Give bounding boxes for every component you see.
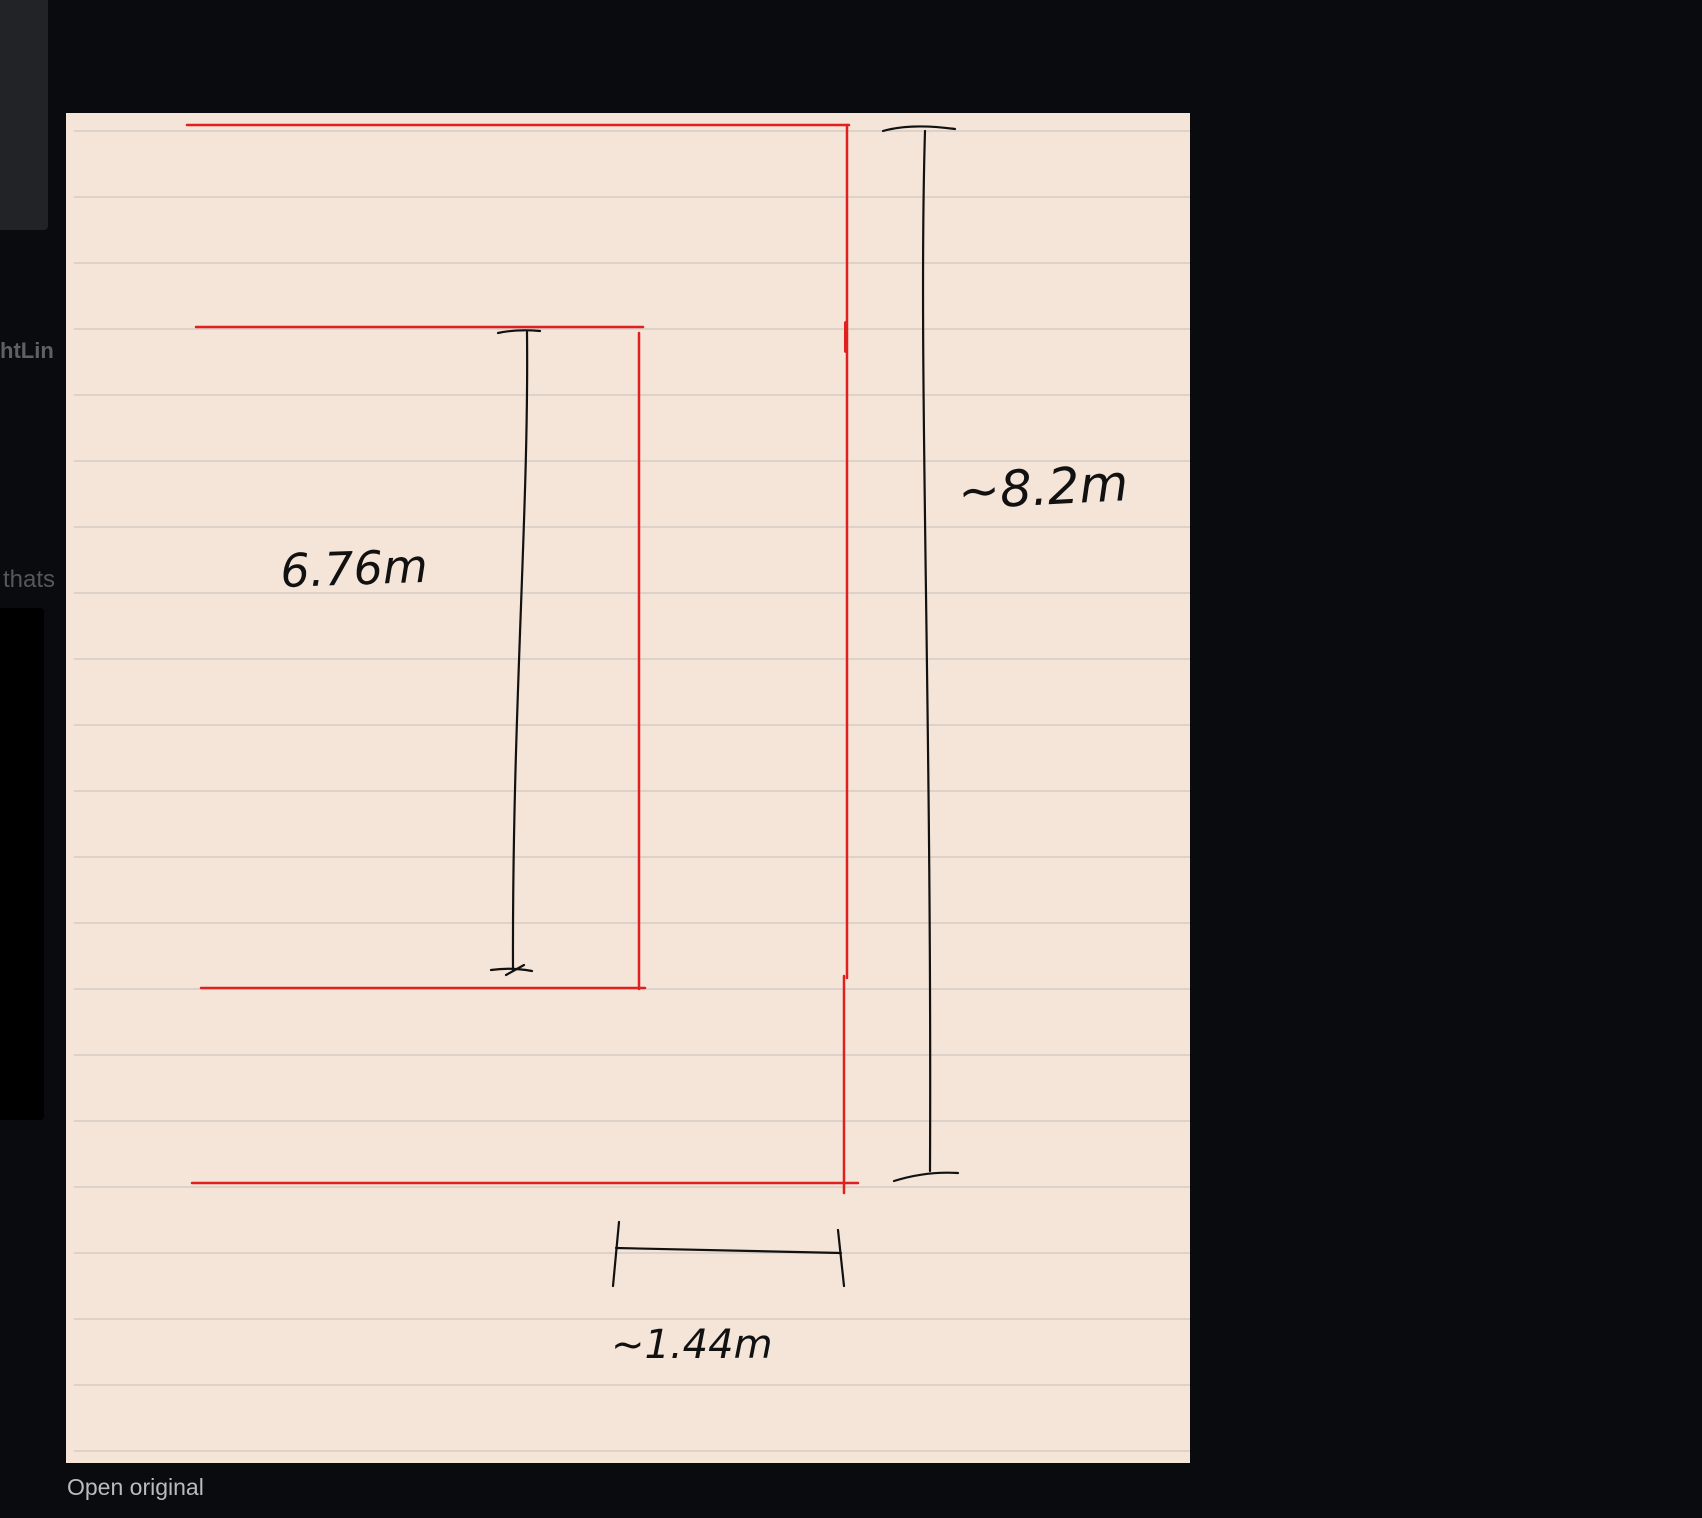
background-message-text: thats bbox=[3, 566, 56, 593]
notebook-rule-lines bbox=[74, 130, 1190, 1452]
dimension-lines bbox=[489, 125, 960, 1288]
wall-outline bbox=[185, 123, 860, 1195]
background-embed bbox=[0, 608, 44, 1120]
outer-height-dimension bbox=[921, 129, 932, 1173]
background-panel bbox=[0, 0, 48, 230]
sketch-drawing: 6.76m ~8.2m ~1.44m bbox=[74, 123, 1190, 1452]
background-label: htLin bbox=[0, 338, 54, 363]
width-label: ~1.44m bbox=[611, 1322, 773, 1368]
open-original-link[interactable]: Open original bbox=[67, 1474, 204, 1500]
sketch-image[interactable]: 6.76m ~8.2m ~1.44m bbox=[66, 113, 1190, 1463]
width-dimension bbox=[614, 1246, 843, 1255]
inner-height-label: 6.76m bbox=[279, 539, 428, 598]
outer-height-label: ~8.2m bbox=[957, 454, 1130, 521]
inner-height-dimension bbox=[511, 330, 529, 973]
